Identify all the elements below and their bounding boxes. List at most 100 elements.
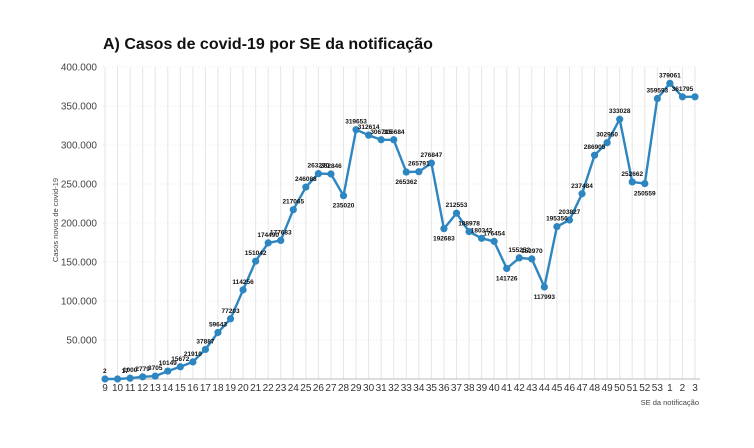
data-label: 77203	[221, 308, 239, 315]
data-point	[101, 375, 109, 383]
data-point	[503, 264, 511, 273]
x-axis-label: SE da notificação	[641, 398, 699, 407]
y-axis-label: Casos novos de covid-19	[51, 178, 60, 262]
data-point	[214, 328, 222, 337]
x-tick-labels: 9 10 11 12 13 14 15 16 17 18 19 20 21 22 23 24 25 26 27 28 2…	[102, 383, 698, 394]
y-tick-label: 300.000	[61, 141, 98, 152]
y-tick-label: 50.000	[66, 336, 97, 347]
y-tick-label: 350.000	[61, 102, 98, 113]
data-point	[678, 93, 687, 101]
x-tick-label: 49	[602, 383, 614, 394]
data-point	[226, 315, 235, 323]
data-label: 174490	[257, 232, 279, 239]
data-point	[402, 168, 410, 176]
data-point	[365, 131, 373, 139]
data-label: 2779	[135, 366, 150, 373]
data-label: 15672	[171, 356, 189, 363]
x-tick-label: 41	[501, 383, 513, 394]
chart-title: A) Casos de covid-19 por SE da notificaç…	[103, 36, 433, 53]
data-point	[540, 283, 548, 291]
data-label: 117993	[534, 294, 556, 301]
y-tick-labels: 50.000 100.000 150.000 200.000 250.000 300.00…	[61, 63, 98, 347]
x-tick-label: 42	[514, 383, 526, 394]
data-point	[490, 237, 498, 245]
x-tick-label: 23	[275, 383, 287, 394]
data-point	[164, 367, 172, 375]
x-tick-label: 22	[263, 383, 275, 394]
data-point	[641, 179, 649, 188]
data-point	[289, 206, 297, 214]
data-point	[590, 151, 599, 159]
data-point	[691, 93, 699, 101]
x-tick-label: 13	[150, 383, 162, 394]
data-point	[252, 257, 260, 265]
x-tick-label: 19	[225, 383, 237, 394]
data-label: 17	[122, 368, 130, 375]
x-tick-label: 29	[351, 383, 363, 394]
data-label: 1000	[123, 367, 138, 374]
x-tick-label: 16	[187, 383, 199, 394]
x-tick-label: 10	[112, 383, 124, 394]
data-label: 21910	[184, 351, 202, 358]
data-label: 203827	[559, 209, 581, 216]
x-tick-label: 48	[589, 383, 601, 394]
data-point	[465, 227, 473, 236]
data-label: 333028	[609, 108, 631, 115]
x-tick-label: 38	[463, 383, 475, 394]
data-point	[440, 225, 448, 233]
data-point	[352, 126, 360, 134]
data-point	[515, 254, 523, 262]
data-label: 10149	[159, 360, 177, 367]
data-point	[176, 363, 184, 371]
data-label: 359593	[646, 88, 668, 95]
x-tick-label: 31	[376, 383, 388, 394]
x-tick-label: 30	[363, 383, 375, 394]
x-tick-label: 12	[137, 383, 149, 394]
data-label: 319653	[345, 119, 367, 126]
x-tick-label: 11	[125, 383, 136, 394]
x-tick-label: 52	[639, 383, 651, 394]
data-label: 237484	[571, 183, 593, 190]
y-tick-label: 150.000	[61, 258, 98, 269]
data-point	[565, 216, 574, 224]
x-tick-label: 21	[250, 383, 262, 394]
data-point	[377, 136, 385, 144]
data-label: 2	[103, 368, 107, 375]
data-point	[477, 234, 486, 242]
x-tick-label: 20	[238, 383, 250, 394]
y-tick-label: 400.000	[61, 63, 98, 74]
data-label: 141726	[496, 275, 518, 282]
data-point	[415, 168, 423, 176]
data-label: 180342	[471, 227, 493, 234]
data-label: 302950	[596, 132, 618, 139]
data-label: 306715	[370, 129, 392, 136]
x-tick-label: 32	[388, 383, 400, 394]
data-point	[603, 139, 611, 147]
data-point	[126, 374, 134, 382]
data-label: 177683	[270, 229, 292, 236]
x-tick-label: 51	[627, 383, 639, 394]
data-label: 276847	[421, 152, 443, 159]
x-tick-label: 25	[300, 383, 312, 394]
x-tick-label: 15	[175, 383, 187, 394]
x-tick-label: 17	[200, 383, 212, 394]
x-tick-label: 33	[401, 383, 413, 394]
x-tick-label: 9	[102, 383, 108, 394]
grid-layer	[103, 66, 700, 379]
x-tick-label: 40	[489, 383, 501, 394]
data-point	[239, 286, 247, 294]
data-point	[528, 255, 536, 263]
x-tick-label: 2	[680, 383, 686, 394]
data-label: 3705	[148, 365, 163, 372]
data-points	[101, 79, 699, 383]
x-tick-label: 53	[652, 383, 664, 394]
data-point	[427, 159, 435, 167]
x-tick-label: 43	[526, 383, 538, 394]
data-point	[189, 358, 197, 366]
data-point	[314, 170, 323, 178]
data-label: 192683	[433, 236, 455, 243]
data-label: 252662	[621, 171, 643, 178]
data-point	[452, 209, 461, 217]
